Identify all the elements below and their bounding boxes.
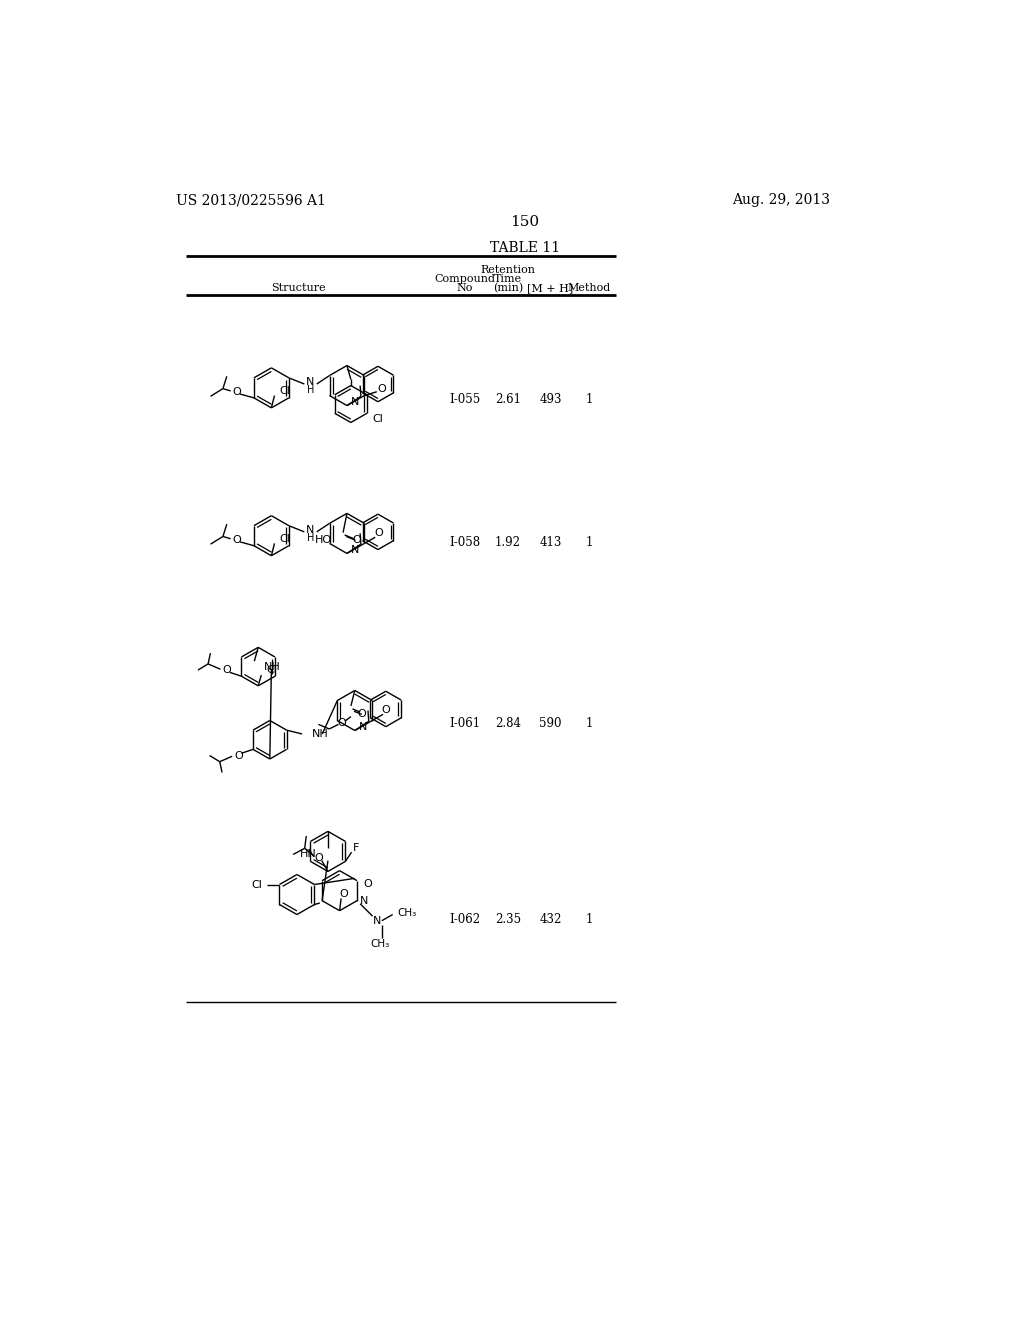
Text: CH₃: CH₃: [371, 939, 390, 949]
Text: O: O: [374, 528, 383, 537]
Text: I-062: I-062: [450, 913, 480, 927]
Text: O: O: [314, 853, 323, 862]
Text: I-058: I-058: [450, 536, 480, 549]
Text: Cl: Cl: [280, 533, 290, 544]
Text: O: O: [357, 709, 367, 718]
Text: O: O: [222, 665, 231, 675]
Text: 590: 590: [539, 717, 561, 730]
Text: H: H: [307, 385, 314, 395]
Text: No: No: [457, 284, 473, 293]
Text: Retention: Retention: [480, 264, 536, 275]
Text: Time: Time: [494, 275, 522, 284]
Text: N: N: [373, 916, 381, 925]
Text: Structure: Structure: [271, 284, 326, 293]
Text: H: H: [307, 533, 314, 543]
Text: O: O: [233, 751, 243, 760]
Text: NH: NH: [311, 729, 328, 739]
Text: TABLE 11: TABLE 11: [489, 240, 560, 255]
Text: 1: 1: [586, 393, 593, 407]
Text: CH₃: CH₃: [397, 908, 417, 917]
Text: Cl: Cl: [266, 665, 276, 676]
Text: 432: 432: [540, 913, 561, 927]
Text: Cl: Cl: [252, 879, 262, 890]
Text: O: O: [232, 535, 242, 545]
Text: O: O: [364, 879, 372, 888]
Text: O: O: [377, 384, 386, 395]
Text: I-061: I-061: [450, 717, 480, 730]
Text: 150: 150: [510, 215, 540, 228]
Text: 2.84: 2.84: [495, 717, 521, 730]
Text: Aug. 29, 2013: Aug. 29, 2013: [732, 193, 830, 207]
Text: N: N: [360, 896, 369, 906]
Text: N: N: [306, 525, 314, 536]
Text: (min): (min): [493, 284, 523, 293]
Text: N: N: [306, 378, 314, 388]
Text: O: O: [337, 718, 346, 727]
Text: N: N: [351, 545, 359, 556]
Text: Cl: Cl: [373, 414, 383, 425]
Text: 1: 1: [586, 536, 593, 549]
Text: N: N: [358, 722, 367, 733]
Text: HN: HN: [300, 850, 317, 859]
Text: 1: 1: [586, 717, 593, 730]
Text: O: O: [382, 705, 390, 714]
Text: O: O: [232, 387, 242, 397]
Text: Compound: Compound: [434, 275, 496, 284]
Text: US 2013/0225596 A1: US 2013/0225596 A1: [176, 193, 326, 207]
Text: N: N: [351, 397, 359, 408]
Text: 493: 493: [539, 393, 561, 407]
Text: Cl: Cl: [280, 385, 290, 396]
Text: 413: 413: [540, 536, 561, 549]
Text: 1: 1: [586, 913, 593, 927]
Text: 2.61: 2.61: [495, 393, 521, 407]
Text: O: O: [340, 888, 348, 899]
Text: F: F: [353, 842, 359, 853]
Text: 2.35: 2.35: [495, 913, 521, 927]
Text: Method: Method: [567, 284, 610, 293]
Text: NH: NH: [263, 663, 281, 672]
Text: O: O: [352, 536, 361, 545]
Text: [M + H]: [M + H]: [527, 284, 573, 293]
Text: HO: HO: [315, 536, 332, 545]
Text: 1.92: 1.92: [495, 536, 521, 549]
Text: I-055: I-055: [450, 393, 480, 407]
